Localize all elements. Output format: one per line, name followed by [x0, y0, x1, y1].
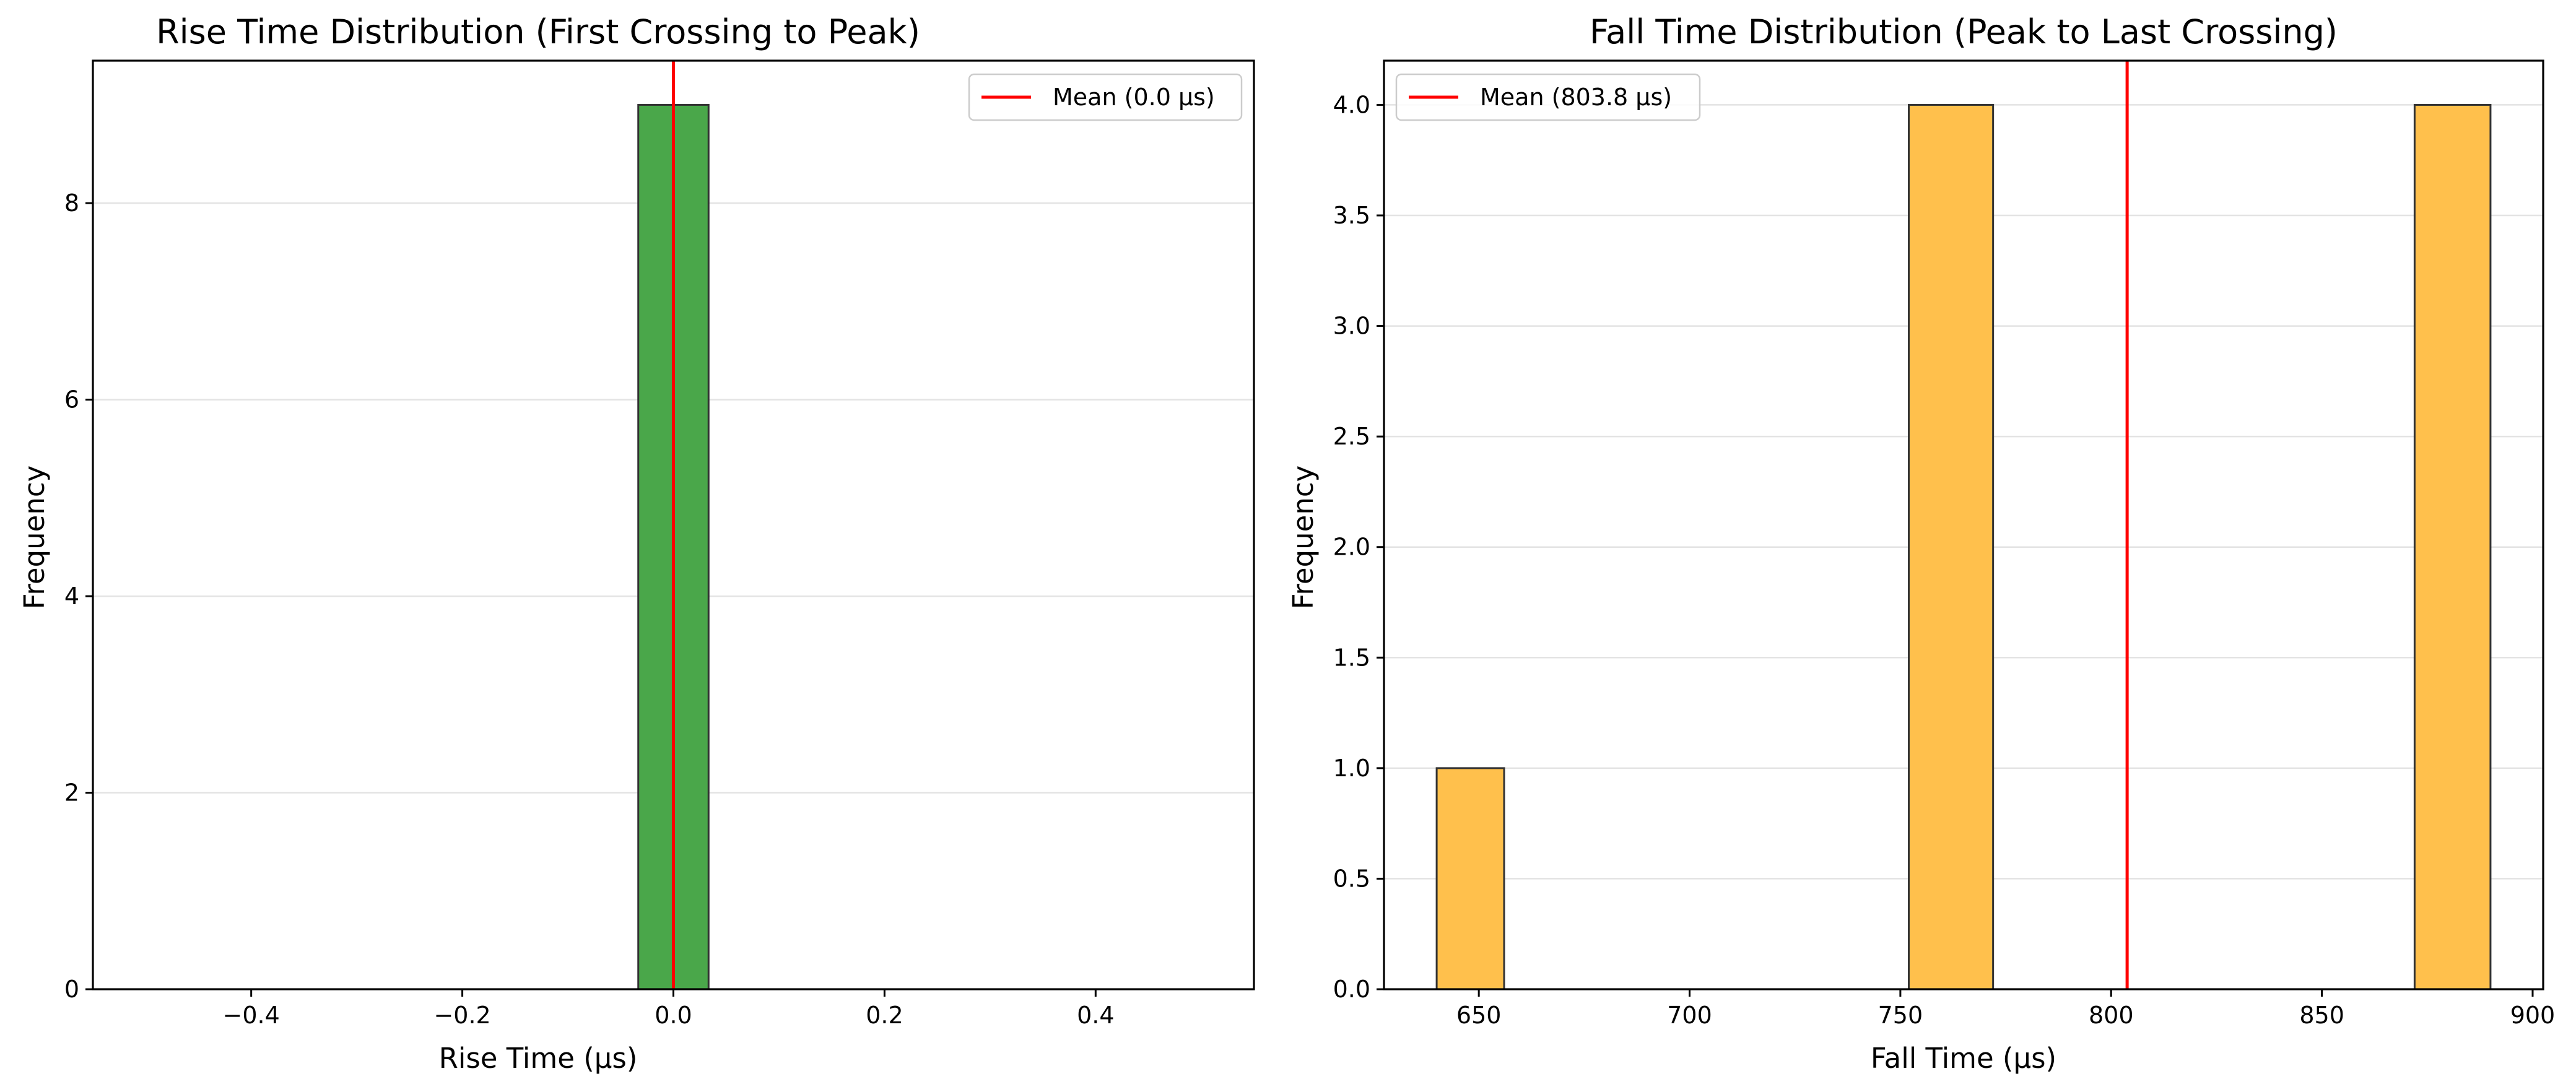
y-tick-label: 2 — [64, 779, 79, 807]
chart-title: Fall Time Distribution (Peak to Last Cro… — [1590, 12, 2338, 51]
histogram-bar — [2413, 103, 2492, 990]
x-tick-label: 750 — [1878, 1002, 1923, 1029]
histogram-bar — [1435, 767, 1505, 990]
y-tick-label: 3.5 — [1333, 202, 1370, 229]
legend-mean-label: Mean (0.0 µs) — [1053, 84, 1215, 111]
y-axis-label: Frequency — [18, 466, 51, 609]
x-tick-label: 900 — [2510, 1002, 2556, 1029]
y-tick-label: 0 — [64, 976, 79, 1003]
histogram-bar — [1908, 103, 1995, 990]
x-axis-label: Rise Time (µs) — [439, 1042, 638, 1075]
y-tick-label: 2.0 — [1333, 534, 1370, 561]
x-tick-label: 850 — [2299, 1002, 2344, 1029]
y-tick-label: 1.5 — [1333, 644, 1370, 671]
legend-box — [1395, 73, 1701, 121]
y-axis-label: Frequency — [1287, 466, 1320, 609]
x-tick-label: 650 — [1456, 1002, 1502, 1029]
y-tick-label: 2.5 — [1333, 423, 1370, 450]
x-tick-label: −0.2 — [433, 1002, 490, 1029]
x-tick-label: −0.4 — [223, 1002, 280, 1029]
y-axis-ticks: 0 2 4 6 8 — [64, 189, 93, 1003]
x-axis-ticks: 650 700 750 800 850 900 — [1456, 989, 2555, 1029]
y-tick-label: 0.5 — [1333, 865, 1370, 892]
x-axis-label: Fall Time (µs) — [1871, 1042, 2056, 1075]
x-tick-label: 0.0 — [655, 1002, 692, 1029]
legend-box — [968, 73, 1243, 121]
legend: Mean (0.0 µs) — [968, 73, 1243, 121]
plot-area-frame — [1383, 59, 2544, 990]
x-tick-label: 0.4 — [1077, 1002, 1114, 1029]
y-axis-ticks: 0.0 0.5 1.0 1.5 2.0 2.5 3.0 3.5 4.0 — [1333, 91, 1384, 1003]
legend: Mean (803.8 µs) — [1395, 73, 1701, 121]
x-axis-ticks: −0.4 −0.2 0.0 0.2 0.4 — [223, 989, 1115, 1029]
y-tick-label: 6 — [64, 386, 79, 414]
chart-title: Rise Time Distribution (First Crossing t… — [156, 12, 920, 51]
rise-time-panel: Rise Time Distribution (First Crossing t… — [18, 12, 1255, 1075]
x-tick-label: 700 — [1667, 1002, 1712, 1029]
y-tick-label: 4 — [64, 583, 79, 610]
y-tick-label: 3.0 — [1333, 313, 1370, 340]
y-tick-label: 4.0 — [1333, 91, 1370, 118]
fall-time-panel: Fall Time Distribution (Peak to Last Cro… — [1287, 12, 2555, 1075]
x-tick-label: 800 — [2089, 1002, 2134, 1029]
y-tick-label: 8 — [64, 189, 79, 217]
y-tick-label: 1.0 — [1333, 755, 1370, 782]
y-tick-label: 0.0 — [1333, 976, 1370, 1003]
legend-mean-label: Mean (803.8 µs) — [1480, 84, 1672, 111]
x-tick-label: 0.2 — [866, 1002, 903, 1029]
